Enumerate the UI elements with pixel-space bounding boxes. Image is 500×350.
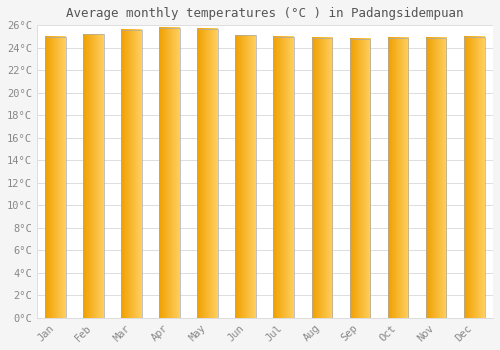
Bar (426, 38, 446, 318)
Bar (46, 36, 66, 318)
Title: Average monthly temperatures (°C ) in Padangsidempuan: Average monthly temperatures (°C ) in Pa… (66, 7, 464, 20)
Bar (160, 28, 180, 318)
Bar (350, 39, 370, 318)
Bar (122, 30, 142, 318)
Bar (312, 38, 332, 318)
Bar (236, 35, 256, 318)
Bar (198, 29, 218, 318)
Bar (274, 36, 294, 318)
Bar (464, 36, 484, 318)
Bar (84, 34, 104, 318)
Bar (388, 38, 408, 318)
